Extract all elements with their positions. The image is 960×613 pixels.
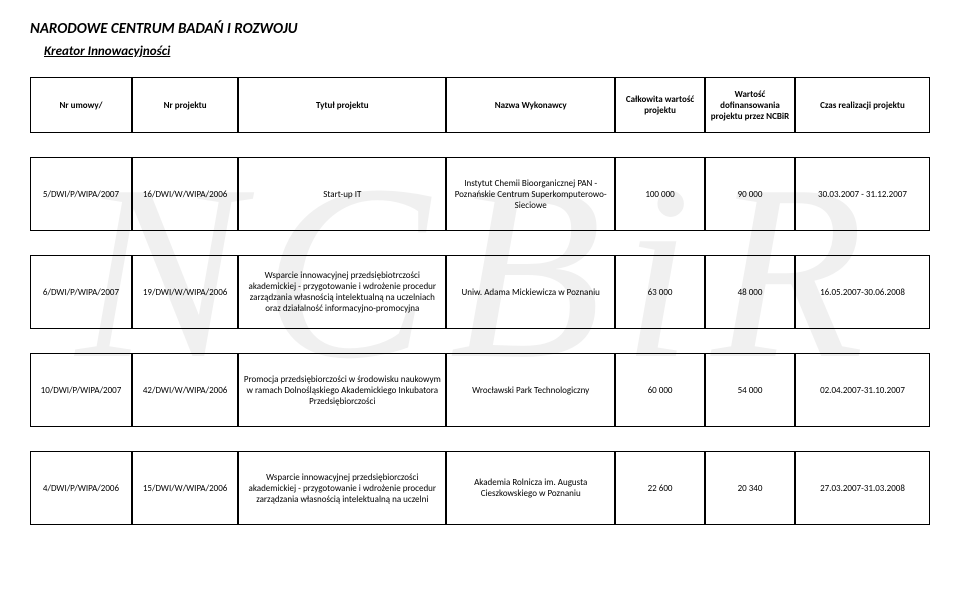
cell-calkowita: 22 600 [615,451,705,525]
cell-nrumowy: 6/DWI/P/WIPA/2007 [30,255,132,329]
cell-nazwa: Uniw. Adama Mickiewicza w Poznaniu [446,255,615,329]
col-header-czas: Czas realizacji projektu [795,77,930,133]
cell-nrprojektu: 42/DWI/W/WIPA/2006 [132,353,238,427]
cell-nazwa: Wrocławski Park Technologiczny [446,353,615,427]
cell-nrumowy: 10/DWI/P/WIPA/2007 [30,353,132,427]
gap-row [30,231,930,255]
table-row: 4/DWI/P/WIPA/2006 15/DWI/W/WIPA/2006 Wsp… [30,451,930,525]
org-title: NARODOWE CENTRUM BADAŃ I ROZWOJU [30,20,930,38]
cell-czas: 30.03.2007 - 31.12.2007 [795,157,930,231]
col-header-tytul: Tytuł projektu [238,77,446,133]
col-header-nrumowy: Nr umowy/ [30,77,132,133]
table-row: 5/DWI/P/WIPA/2007 16/DWI/W/WIPA/2006 Sta… [30,157,930,231]
table-row: 10/DWI/P/WIPA/2007 42/DWI/W/WIPA/2006 Pr… [30,353,930,427]
projects-table: Nr umowy/ Nr projektu Tytuł projektu Naz… [30,77,930,525]
cell-czas: 16.05.2007-30.06.2008 [795,255,930,329]
col-header-wartosc: Wartość dofinansowania projektu przez NC… [705,77,795,133]
cell-nrumowy: 4/DWI/P/WIPA/2006 [30,451,132,525]
cell-nrprojektu: 15/DWI/W/WIPA/2006 [132,451,238,525]
cell-tytul: Wsparcie innowacyjnej przedsiębiotrczośc… [238,255,446,329]
cell-nazwa: Instytut Chemii Bioorganicznej PAN - Poz… [446,157,615,231]
table-row: 6/DWI/P/WIPA/2007 19/DWI/W/WIPA/2006 Wsp… [30,255,930,329]
gap-row [30,329,930,353]
col-header-nazwa: Nazwa Wykonawcy [446,77,615,133]
cell-nrprojektu: 19/DWI/W/WIPA/2006 [132,255,238,329]
cell-wartosc: 90 000 [705,157,795,231]
cell-czas: 02.04.2007-31.10.2007 [795,353,930,427]
cell-tytul: Start-up IT [238,157,446,231]
cell-wartosc: 20 340 [705,451,795,525]
cell-nazwa: Akademia Rolnicza im. Augusta Cieszkowsk… [446,451,615,525]
cell-calkowita: 60 000 [615,353,705,427]
cell-czas: 27.03.2007-31.03.2008 [795,451,930,525]
cell-wartosc: 54 000 [705,353,795,427]
gap-row [30,427,930,451]
page-subtitle: Kreator Innowacyjności [44,44,930,59]
col-header-nrprojektu: Nr projektu [132,77,238,133]
page-content: NARODOWE CENTRUM BADAŃ I ROZWOJU Kreator… [30,20,930,525]
gap-row [30,133,930,157]
cell-wartosc: 48 000 [705,255,795,329]
cell-nrumowy: 5/DWI/P/WIPA/2007 [30,157,132,231]
cell-calkowita: 63 000 [615,255,705,329]
cell-nrprojektu: 16/DWI/W/WIPA/2006 [132,157,238,231]
cell-calkowita: 100 000 [615,157,705,231]
cell-tytul: Wsparcie innowacyjnej przedsiębiorczości… [238,451,446,525]
col-header-calkowita: Całkowita wartość projektu [615,77,705,133]
cell-tytul: Promocja przedsiębiorczości w środowisku… [238,353,446,427]
table-header-row: Nr umowy/ Nr projektu Tytuł projektu Naz… [30,77,930,133]
